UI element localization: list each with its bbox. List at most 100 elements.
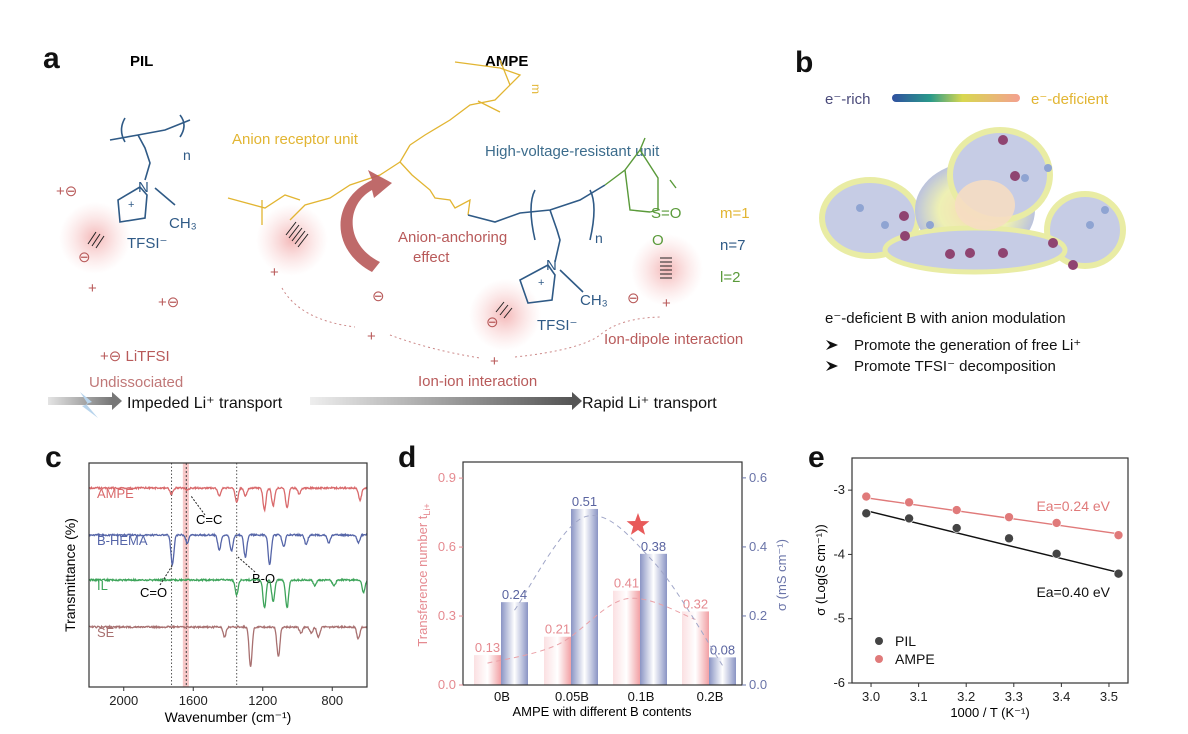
ampe-ions: + ⊖ + ⊖ + ⊖ + <box>270 264 671 370</box>
data-label-conductivity: 0.51 <box>572 494 597 509</box>
high-voltage-label: High-voltage-resistant unit <box>485 143 660 160</box>
anion: ⊖ <box>627 290 640 307</box>
e-xtick-label: 3.1 <box>910 689 928 704</box>
anchoring-label-line2: effect <box>413 249 450 266</box>
rapid-arrow-shaft <box>310 397 572 405</box>
interaction-hatch <box>495 301 513 319</box>
cation: + <box>662 295 671 312</box>
annotation-c-c: C=C <box>196 512 222 527</box>
d-ytick-right-label: 0.4 <box>749 539 767 554</box>
colorbar-deficient-label: e⁻-deficient <box>1031 91 1109 108</box>
spectrum-label: B-HEMA <box>97 533 148 548</box>
c-xtick-label: 2000 <box>109 693 138 708</box>
anion: ⊖ <box>486 314 499 331</box>
anion-receptor-label: Anion receptor unit <box>232 131 359 148</box>
bar-conductivity-0B <box>501 602 528 685</box>
molecule-esp-surface <box>819 127 1126 275</box>
d-xtick-label: 0B <box>494 689 510 704</box>
d-ylabel-left-sub: Li+ <box>422 503 432 515</box>
ampe-subscript-m: m <box>529 84 543 94</box>
cation: + <box>88 280 97 297</box>
data-label-transference: 0.21 <box>545 622 570 637</box>
ampe-nitrogen: N <box>546 257 557 274</box>
panel-letter-e: e <box>808 441 825 474</box>
panel-e-arrhenius: e σ (Log(S cm⁻¹)) 1000 / T (K⁻¹) Ea=0.40… <box>808 441 1129 720</box>
e-ytick-label: -6 <box>833 675 845 690</box>
arrowhead-bullet-icon <box>826 340 838 350</box>
panel-a: a PIL AMPE n N + CH₃ TFSI⁻ +⊖ ⊖ + +⊖ +⊖ … <box>43 42 750 418</box>
spectrum-label: IL <box>97 578 108 593</box>
highlight-star-icon <box>626 513 650 535</box>
interaction-hatch <box>660 257 672 279</box>
panel-letter-c: c <box>45 441 62 474</box>
ion-dipole-label: Ion-dipole interaction <box>604 331 743 348</box>
legend-label-pil: PIL <box>895 633 916 649</box>
e-xtick-label: 3.5 <box>1100 689 1118 704</box>
e-xtick-label: 3.0 <box>862 689 880 704</box>
data-label-conductivity: 0.38 <box>641 539 666 554</box>
c-plot-frame <box>88 462 368 688</box>
ampe-subscript-n: n <box>595 230 603 246</box>
e-xlabel: 1000 / T (K⁻¹) <box>950 705 1029 720</box>
point-pil <box>951 523 962 533</box>
arrowhead-bullet-icon <box>826 361 838 371</box>
bar-transference-0.05B <box>544 636 571 685</box>
d-ytick-right-label: 0.2 <box>749 608 767 623</box>
point-pil <box>1004 533 1014 544</box>
lightning-icon <box>80 392 98 418</box>
d-xtick-label: 0.2B <box>697 689 724 704</box>
point-pil <box>904 513 914 524</box>
impeded-transport-label: Impeded Li⁺ transport <box>127 395 283 412</box>
point-ampe <box>861 491 872 502</box>
panel-letter-d: d <box>398 441 416 474</box>
bar-conductivity-0.2B <box>709 657 736 685</box>
point-pil <box>1113 568 1124 579</box>
pil-ch3: CH₃ <box>169 215 197 232</box>
impeded-arrow-head-icon <box>112 392 122 410</box>
pil-unit-structure <box>467 184 606 304</box>
panel-letter-a: a <box>43 42 60 75</box>
d-ytick-left-label: 0.6 <box>438 539 456 554</box>
anion-receptor-structure <box>227 59 522 225</box>
d-xtick-label: 0.05B <box>555 689 589 704</box>
point-pil <box>861 508 872 519</box>
colorbar-rich-label: e⁻-rich <box>825 91 870 108</box>
e-ytick-label: -4 <box>833 546 845 561</box>
annotation-arrow <box>159 565 173 586</box>
fit-line-pil <box>866 510 1119 574</box>
spectrum-ampe <box>88 485 367 513</box>
annotation-arrow <box>190 495 206 516</box>
ampe-plus: + <box>538 277 544 289</box>
activation-energy-label-pil: Ea=0.40 eV <box>1036 584 1110 600</box>
bar-conductivity-0.05B <box>571 508 598 685</box>
ion-ion-label: Ion-ion interaction <box>418 373 537 390</box>
point-ampe <box>1113 530 1124 540</box>
sulfone-oxygen: O <box>652 232 664 249</box>
spectrum-label: SE <box>97 625 115 640</box>
e-plot-frame <box>851 457 1129 684</box>
data-label-transference: 0.13 <box>475 640 500 655</box>
interaction-glow <box>469 279 541 351</box>
pil-title: PIL <box>130 53 153 70</box>
e-xtick-label: 3.3 <box>1005 689 1023 704</box>
undissociated-label: Undissociated <box>89 374 183 391</box>
d-ytick-right-label: 0.0 <box>749 677 767 692</box>
pil-ions: +⊖ ⊖ + +⊖ <box>56 183 179 311</box>
b-headline: e⁻-deficient B with anion modulation <box>825 310 1066 327</box>
hop-path <box>281 287 356 328</box>
d-ytick-left-label: 0.9 <box>438 470 456 485</box>
bar-transference-0.2B <box>682 611 709 685</box>
anion: ⊖ <box>78 249 91 266</box>
anion: ⊖ <box>372 288 385 305</box>
data-label-conductivity: 0.08 <box>710 642 735 657</box>
b-bullet-2: Promote TFSI⁻ decomposition <box>854 358 1056 375</box>
interaction-glow <box>59 202 131 274</box>
d-ytick-left-label: 0.0 <box>438 677 456 692</box>
ampe-title: AMPE <box>485 53 528 70</box>
data-label-transference: 0.32 <box>683 596 708 611</box>
point-ampe <box>1004 512 1014 522</box>
cation: + <box>367 328 376 345</box>
panel-d-bars: d Transference number tLi+ σ (mS cm⁻¹) A… <box>398 441 789 719</box>
spectrum-label: AMPE <box>97 486 134 501</box>
